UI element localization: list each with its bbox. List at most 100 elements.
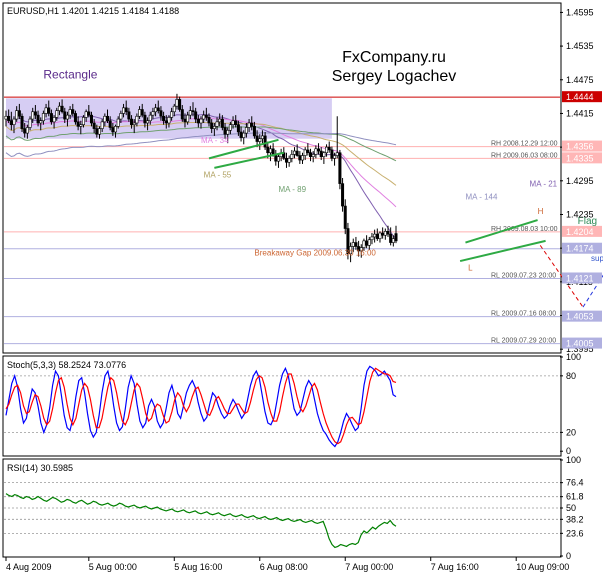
price-tag-label: 1.4174 (566, 244, 594, 254)
candle-body (220, 118, 224, 128)
candle-body (68, 109, 72, 116)
candle-body (218, 118, 222, 123)
candle-body (354, 242, 358, 247)
candle-body (44, 107, 48, 114)
candle-body (207, 117, 211, 124)
candle-body (258, 138, 262, 142)
candle-body (333, 155, 337, 159)
candle-body (39, 120, 43, 124)
candle-body (351, 242, 355, 247)
stoch-tick-label: 0 (566, 446, 571, 456)
candle-body (359, 247, 363, 252)
candle-body (36, 114, 40, 124)
candle-body (391, 238, 395, 243)
candle-body (252, 126, 256, 137)
time-tick-label: 10 Aug 09:00 (516, 562, 569, 572)
candle-body (9, 120, 13, 125)
candle-body (108, 120, 112, 128)
candle-body (319, 150, 323, 157)
price-tag (562, 272, 602, 284)
candle-body (84, 111, 88, 118)
time-tick-label: 7 Aug 16:00 (431, 562, 479, 572)
candle-body (188, 110, 192, 116)
price-tag (562, 152, 602, 164)
candle-body (127, 111, 131, 120)
price-tag-label: 1.4005 (566, 339, 594, 349)
candle-body (244, 127, 248, 134)
candle-body (138, 109, 142, 117)
candle-body (183, 118, 187, 123)
time-tick-label: 5 Aug 16:00 (174, 562, 222, 572)
candle-body (87, 111, 91, 116)
axis-layer: 1.45951.45351.44751.44151.43551.42951.42… (5, 7, 602, 572)
candle-body (167, 117, 171, 124)
candle-body (7, 115, 11, 122)
candle-body (103, 115, 107, 123)
chart-annotation: Flag (578, 216, 597, 227)
rsi-title: RSI(14) 30.5985 (7, 463, 73, 473)
candle-body (71, 109, 75, 114)
price-tick-label: 1.4475 (566, 75, 594, 85)
candle-body (295, 150, 299, 156)
price-pane-frame (2, 2, 562, 354)
rsi-tick-label: 100 (566, 455, 581, 465)
candle-body (317, 148, 321, 152)
candle-body (301, 155, 305, 161)
candle-body (28, 118, 32, 128)
candle-body (314, 148, 318, 155)
candle-body (52, 117, 56, 123)
candle-body (389, 233, 393, 243)
candle-body (370, 236, 374, 241)
rsi-series-line (5, 493, 397, 549)
candle-body (335, 152, 339, 156)
candle-body (298, 155, 302, 161)
candle-body (156, 107, 160, 111)
candle-body (57, 105, 61, 111)
candle-body (276, 156, 280, 162)
candle-body (130, 118, 134, 125)
candle-body (303, 149, 307, 156)
price-tag-label: 1.4053 (566, 312, 594, 322)
stoch-layer (4, 365, 560, 448)
candle-body (309, 152, 313, 157)
candle-body (116, 118, 120, 127)
candle-body (164, 120, 168, 124)
candle-body (186, 114, 190, 123)
price-tick-label: 1.4295 (566, 176, 594, 186)
candle-body (263, 135, 267, 148)
candle-body (287, 158, 291, 163)
candle-body (76, 121, 80, 127)
candle-body (210, 122, 214, 129)
candle-body (119, 113, 123, 120)
candle-body (114, 126, 118, 133)
candle-body (20, 115, 24, 129)
rsi-tick-label: 0 (566, 551, 571, 561)
candle-body (33, 111, 37, 116)
rsi-tick-label: 23.6 (566, 528, 584, 538)
candle-body (73, 113, 77, 123)
price-tag (562, 140, 602, 152)
candle-body (349, 246, 353, 255)
stoch-series-line (5, 367, 397, 445)
channel-line (214, 151, 285, 169)
candle-body (346, 228, 350, 255)
candle-body (180, 109, 184, 120)
candle-body (375, 233, 379, 239)
time-tick-label: 4 Aug 2009 (6, 562, 52, 572)
candle-body (170, 111, 174, 118)
price-tick-label: 1.4415 (566, 108, 594, 118)
moving-average-line (5, 132, 397, 158)
candle-body (250, 122, 254, 127)
rsi-tick-label: 38.2 (566, 514, 584, 524)
candle-body (132, 122, 136, 125)
rsi-tick-label: 76.4 (566, 478, 584, 488)
candle-body (31, 111, 35, 120)
candle-body (106, 115, 110, 122)
time-tick-label: 5 Aug 00:00 (89, 562, 137, 572)
candle-body (325, 146, 329, 154)
stoch-tick-label: 80 (566, 371, 576, 381)
candle-body (196, 118, 200, 124)
rsi-tick-label: 50 (566, 503, 576, 513)
